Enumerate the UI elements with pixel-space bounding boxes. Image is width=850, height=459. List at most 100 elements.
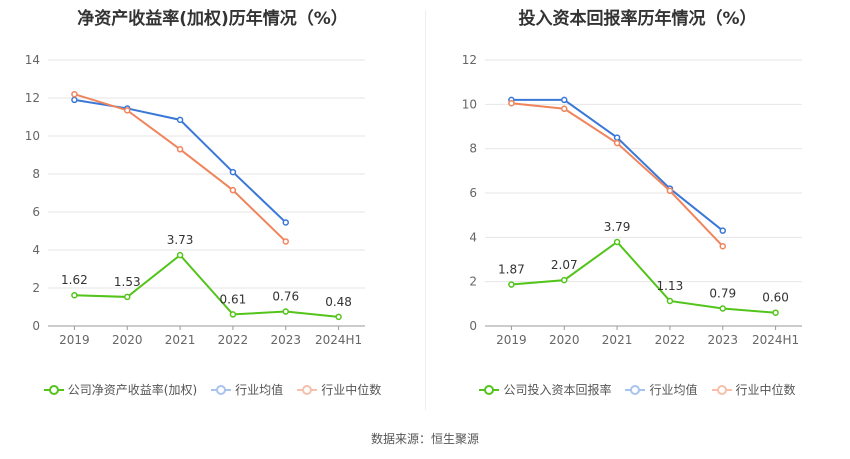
data-point (124, 107, 131, 114)
chart-legend: 公司净资产收益率(加权) 行业均值 行业中位数 (0, 381, 425, 398)
y-tick-label: 2 (32, 281, 40, 295)
data-point (561, 105, 568, 113)
y-tick-label: 14 (25, 53, 40, 67)
legend-swatch-icon (43, 384, 64, 396)
data-label: 0.79 (709, 286, 736, 300)
legend-swatch-icon (479, 384, 500, 396)
data-point (666, 297, 674, 305)
data-label: 1.87 (498, 263, 525, 277)
data-point (124, 293, 131, 301)
legend-swatch-icon (297, 384, 318, 396)
data-point (176, 251, 184, 259)
roic-chart-panel: 投入资本回报率历年情况（%） 0 2 4 6 8 10 12 2019 2020 2021 2022… (425, 0, 850, 420)
chart-legend: 公司投入资本回报率 行业均值 行业中位数 (425, 381, 850, 398)
legend-label: 公司投入资本回报率 (503, 383, 612, 397)
x-tick-label: 2023 (707, 333, 738, 347)
legend-label: 行业中位数 (321, 383, 382, 397)
legend-item-industry-median[interactable]: 行业中位数 (711, 381, 796, 398)
y-tick-label: 8 (469, 142, 477, 156)
data-point (176, 116, 184, 124)
x-tick-label: 2022 (218, 333, 249, 347)
x-tick-label: 2020 (549, 333, 580, 347)
x-tick-label: 2019 (496, 333, 527, 347)
y-tick-label: 2 (469, 275, 477, 289)
roic-chart-svg: 0 2 4 6 8 10 12 2019 2020 2021 2022 2023 2024H1 1.87 2… (462, 53, 802, 347)
data-point (508, 99, 515, 107)
panel-divider (425, 10, 426, 410)
series-line (511, 240, 776, 314)
x-tick-label: 2024H1 (752, 333, 799, 347)
data-point (176, 146, 184, 153)
data-point (561, 96, 568, 104)
legend-swatch-icon (711, 384, 732, 396)
roe-chart-svg: 0 2 4 6 8 10 12 14 2019 2020 2021 2022 2023 2024H1 1.6… (25, 53, 365, 347)
data-point (229, 168, 237, 176)
x-tick-label: 2024H1 (315, 333, 362, 347)
data-label: 0.48 (325, 295, 352, 309)
legend-item-company[interactable]: 公司净资产收益率(加权) (43, 381, 198, 398)
data-point (613, 238, 621, 246)
y-tick-label: 0 (32, 319, 40, 333)
y-tick-label: 0 (469, 319, 477, 333)
y-tick-label: 10 (25, 129, 40, 143)
data-point (71, 96, 78, 104)
chart-title: 净资产收益率(加权)历年情况（%） (77, 9, 348, 29)
legend-label: 公司净资产收益率(加权) (67, 383, 198, 397)
legend-label: 行业中位数 (735, 383, 796, 397)
data-point (282, 219, 289, 226)
data-point (229, 311, 237, 318)
data-point (666, 187, 674, 195)
data-source-note: 数据来源：恒生聚源 (370, 432, 479, 446)
y-tick-label: 12 (462, 53, 477, 67)
data-point (71, 291, 78, 299)
legend-swatch-icon (625, 384, 646, 396)
y-tick-label: 8 (32, 167, 40, 181)
data-point (772, 309, 779, 316)
x-tick-label: 2020 (112, 333, 143, 347)
data-point (71, 90, 78, 98)
x-tick-label: 2022 (655, 333, 686, 347)
data-point (508, 281, 515, 288)
data-label: 1.53 (114, 275, 141, 289)
data-point (613, 134, 621, 141)
data-point (335, 313, 342, 321)
series-line (74, 93, 287, 243)
legend-item-industry-median[interactable]: 行业中位数 (297, 381, 381, 398)
series-line (511, 98, 724, 232)
legend-item-industry-mean[interactable]: 行业均值 (211, 381, 283, 398)
series-line (74, 253, 339, 318)
x-tick-label: 2021 (165, 333, 196, 347)
roe-chart-panel: 净资产收益率(加权)历年情况（%） 0 2 4 6 8 10 12 14 2019 2020 202… (0, 0, 425, 420)
y-tick-label: 4 (469, 230, 477, 244)
data-point (719, 305, 726, 312)
legend-label: 行业均值 (235, 383, 284, 397)
legend-item-company[interactable]: 公司投入资本回报率 (479, 381, 611, 398)
data-label: 0.60 (762, 291, 789, 305)
data-point (561, 276, 568, 284)
y-tick-label: 12 (25, 91, 40, 105)
data-label: 2.07 (551, 258, 578, 272)
legend-label: 行业均值 (649, 383, 698, 397)
x-tick-label: 2021 (602, 333, 633, 347)
data-label: 1.13 (657, 279, 684, 293)
y-tick-label: 6 (32, 205, 40, 219)
y-tick-label: 10 (462, 97, 477, 111)
data-point (282, 238, 289, 245)
data-label: 1.62 (61, 273, 88, 287)
chart-title: 投入资本回报率历年情况（%） (518, 9, 757, 29)
data-point (613, 139, 621, 147)
x-tick-label: 2019 (59, 333, 90, 347)
legend-swatch-icon (211, 384, 232, 396)
data-point (719, 227, 726, 234)
data-point (229, 186, 237, 194)
data-label: 0.61 (220, 292, 247, 306)
legend-item-industry-mean[interactable]: 行业均值 (625, 381, 698, 398)
data-label: 0.76 (272, 290, 299, 304)
data-point (282, 308, 289, 315)
data-label: 3.79 (604, 220, 631, 234)
y-tick-label: 4 (32, 243, 40, 257)
x-tick-label: 2023 (270, 333, 301, 347)
data-point (719, 242, 726, 250)
data-label: 3.73 (167, 233, 194, 247)
y-tick-label: 6 (469, 186, 477, 200)
